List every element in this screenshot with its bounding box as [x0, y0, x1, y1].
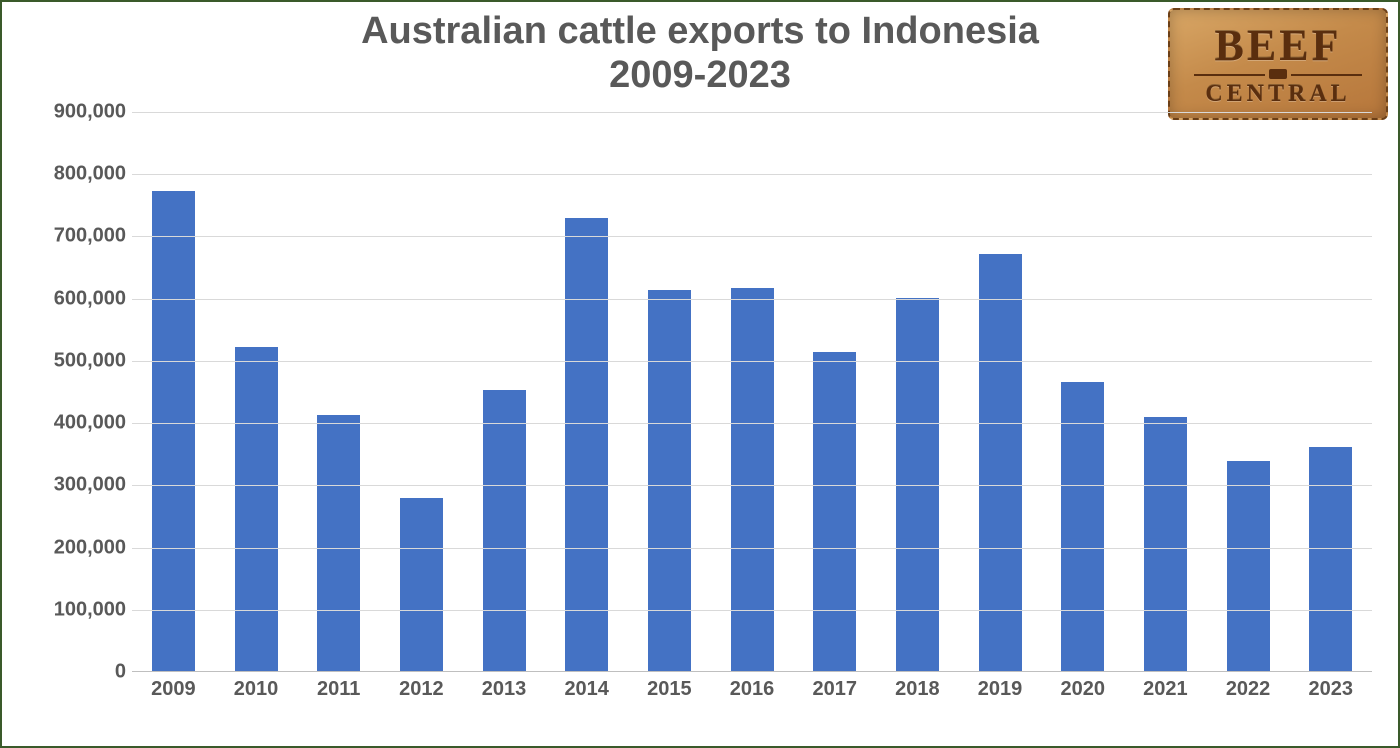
- x-tick-label: 2021: [1124, 678, 1207, 701]
- grid-line: [132, 485, 1372, 486]
- bar: [565, 218, 608, 671]
- plot: 2009201020112012201320142015201620172018…: [22, 112, 1382, 712]
- bar: [400, 498, 443, 671]
- y-tick-label: 800,000: [54, 163, 126, 186]
- x-tick-label: 2014: [545, 678, 628, 701]
- bar-slot: [215, 112, 298, 671]
- grid-line: [132, 361, 1372, 362]
- y-tick-label: 200,000: [54, 536, 126, 559]
- x-tick-label: 2016: [711, 678, 794, 701]
- y-tick-label: 700,000: [54, 225, 126, 248]
- y-tick-label: 400,000: [54, 412, 126, 435]
- bar: [152, 191, 195, 671]
- grid-line: [132, 299, 1372, 300]
- bar-slot: [793, 112, 876, 671]
- grid-line: [132, 610, 1372, 611]
- bar-slot: [959, 112, 1042, 671]
- bar: [1309, 447, 1352, 671]
- chart-frame: Australian cattle exports to Indonesia 2…: [0, 0, 1400, 748]
- x-tick-label: 2009: [132, 678, 215, 701]
- bar-slot: [1207, 112, 1290, 671]
- y-tick-label: 600,000: [54, 287, 126, 310]
- bar: [317, 415, 360, 671]
- x-tick-label: 2018: [876, 678, 959, 701]
- x-tick-label: 2015: [628, 678, 711, 701]
- bar-slot: [876, 112, 959, 671]
- grid-line: [132, 236, 1372, 237]
- logo-line1: BEEF: [1215, 20, 1342, 71]
- y-tick-label: 0: [115, 661, 126, 684]
- bar-slot: [628, 112, 711, 671]
- grid-line: [132, 112, 1372, 113]
- plot-area: [132, 112, 1372, 672]
- x-tick-label: 2019: [959, 678, 1042, 701]
- bar-slot: [545, 112, 628, 671]
- bar: [813, 352, 856, 671]
- bar: [483, 390, 526, 671]
- x-tick-label: 2017: [793, 678, 876, 701]
- bar: [648, 290, 691, 671]
- x-tick-label: 2022: [1207, 678, 1290, 701]
- bar-slot: [132, 112, 215, 671]
- bar-slot: [297, 112, 380, 671]
- bar: [1061, 382, 1104, 671]
- bar-slot: [1289, 112, 1372, 671]
- y-tick-label: 100,000: [54, 598, 126, 621]
- x-tick-label: 2020: [1041, 678, 1124, 701]
- bar-slot: [1124, 112, 1207, 671]
- bars-container: [132, 112, 1372, 671]
- x-tick-label: 2023: [1289, 678, 1372, 701]
- x-axis-labels: 2009201020112012201320142015201620172018…: [132, 678, 1372, 701]
- y-tick-label: 900,000: [54, 101, 126, 124]
- bar-slot: [711, 112, 794, 671]
- bar-slot: [463, 112, 546, 671]
- bar: [1144, 417, 1187, 671]
- y-tick-label: 500,000: [54, 349, 126, 372]
- bar: [896, 298, 939, 671]
- bar: [731, 288, 774, 671]
- bar: [235, 347, 278, 671]
- bar: [979, 254, 1022, 671]
- logo-separator: [1194, 73, 1362, 77]
- x-tick-label: 2012: [380, 678, 463, 701]
- bar: [1227, 461, 1270, 671]
- bar-slot: [1041, 112, 1124, 671]
- grid-line: [132, 174, 1372, 175]
- x-tick-label: 2013: [463, 678, 546, 701]
- x-tick-label: 2010: [215, 678, 298, 701]
- x-tick-label: 2011: [297, 678, 380, 701]
- logo-line2: CENTRAL: [1205, 81, 1350, 108]
- grid-line: [132, 423, 1372, 424]
- y-tick-label: 300,000: [54, 474, 126, 497]
- grid-line: [132, 548, 1372, 549]
- brand-logo: BEEF CENTRAL: [1168, 8, 1388, 120]
- bar-slot: [380, 112, 463, 671]
